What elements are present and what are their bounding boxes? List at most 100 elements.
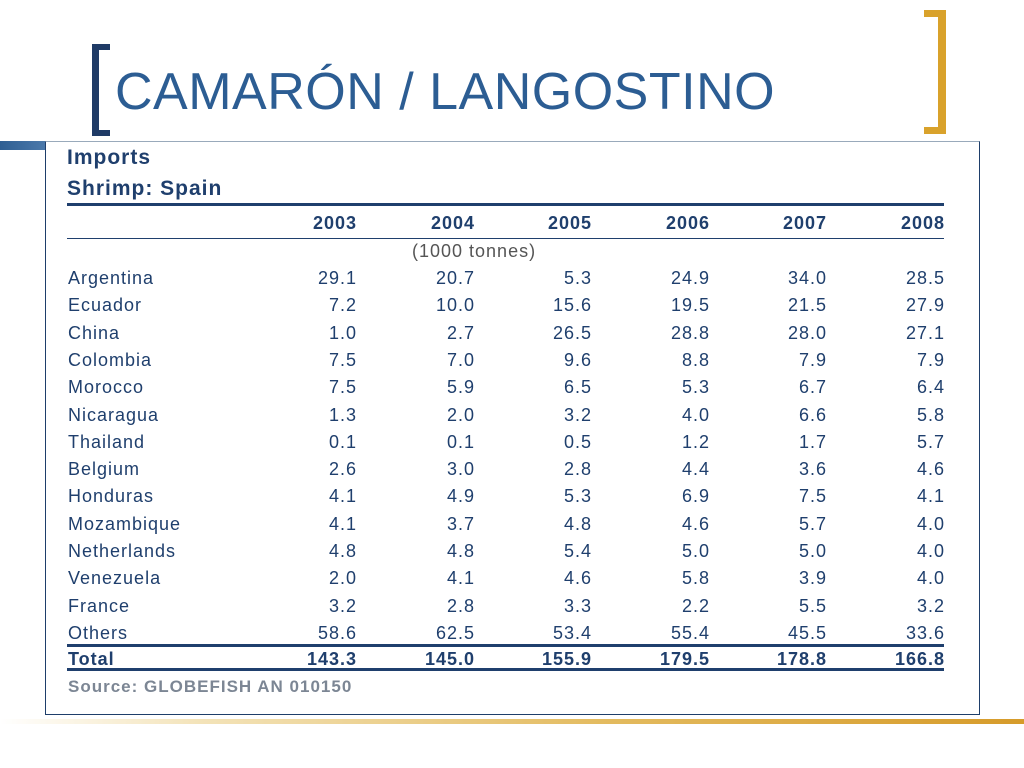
table-cell: 34.0: [787, 268, 827, 288]
table-cell: 55.4: [670, 623, 710, 643]
table-cell: 1.3: [328, 405, 357, 425]
table-cell: 5.0: [798, 541, 827, 561]
table-cell: 0.1: [328, 432, 357, 452]
table-cell: 3.7: [446, 514, 475, 534]
table-cell: 10.0: [435, 295, 475, 315]
table-cell: 15.6: [552, 295, 592, 315]
table-cell: 5.5: [798, 596, 827, 616]
table-cell: 5.3: [681, 377, 710, 397]
table-cell: 5.3: [563, 268, 592, 288]
table-cell: 1.2: [681, 432, 710, 452]
country-label: Mozambique: [68, 514, 182, 534]
country-label: Colombia: [68, 350, 153, 370]
table-panel: [45, 141, 980, 715]
table-cell: 1.7: [798, 432, 827, 452]
country-label: France: [68, 596, 131, 616]
total-cell: 179.5: [659, 649, 710, 669]
country-label: Belgium: [68, 459, 141, 479]
table-cell: 4.1: [446, 568, 475, 588]
total-label: Total: [68, 649, 115, 669]
header-rule-top: [67, 203, 944, 206]
table-cell: 6.9: [681, 486, 710, 506]
table-cell: 4.8: [446, 541, 475, 561]
country-label: Argentina: [68, 268, 155, 288]
table-cell: 7.5: [328, 350, 357, 370]
table-cell: 0.5: [563, 432, 592, 452]
table-cell: 20.7: [435, 268, 475, 288]
table-cell: 4.8: [563, 514, 592, 534]
table-cell: 3.2: [563, 405, 592, 425]
total-cell: 155.9: [541, 649, 592, 669]
table-cell: 28.0: [787, 323, 827, 343]
total-cell: 166.8: [894, 649, 945, 669]
table-cell: 4.6: [563, 568, 592, 588]
table-cell: 5.0: [681, 541, 710, 561]
country-label: Ecuador: [68, 295, 143, 315]
total-cell: 178.8: [776, 649, 827, 669]
table-cell: 4.4: [681, 459, 710, 479]
country-label: Nicaragua: [68, 405, 160, 425]
table-cell: 6.6: [798, 405, 827, 425]
table-cell: 19.5: [670, 295, 710, 315]
table-cell: 27.9: [905, 295, 945, 315]
table-cell: 5.7: [798, 514, 827, 534]
table-cell: 28.5: [905, 268, 945, 288]
table-cell: 7.9: [798, 350, 827, 370]
table-cell: 4.0: [916, 514, 945, 534]
table-cell: 4.6: [681, 514, 710, 534]
table-cell: 4.0: [916, 541, 945, 561]
country-label: China: [68, 323, 121, 343]
table-cell: 26.5: [552, 323, 592, 343]
table-cell: 7.0: [446, 350, 475, 370]
right-bracket-decoration: [924, 10, 946, 134]
table-cell: 5.9: [446, 377, 475, 397]
table-cell: 5.3: [563, 486, 592, 506]
table-cell: 2.0: [328, 568, 357, 588]
table-cell: 3.2: [328, 596, 357, 616]
table-cell: 6.4: [916, 377, 945, 397]
table-cell: 0.1: [446, 432, 475, 452]
table-cell: 7.2: [328, 295, 357, 315]
table-heading: Imports: [67, 146, 152, 169]
table-cell: 29.1: [317, 268, 357, 288]
table-cell: 2.8: [563, 459, 592, 479]
table-cell: 4.0: [681, 405, 710, 425]
year-header: 2006: [665, 213, 710, 233]
table-cell: 28.8: [670, 323, 710, 343]
table-cell: 3.9: [798, 568, 827, 588]
table-cell: 3.0: [446, 459, 475, 479]
footer-rule: [0, 719, 1024, 724]
table-cell: 2.2: [681, 596, 710, 616]
table-cell: 6.7: [798, 377, 827, 397]
table-cell: 5.7: [916, 432, 945, 452]
total-cell: 145.0: [424, 649, 475, 669]
year-header: 2004: [430, 213, 475, 233]
table-cell: 9.6: [563, 350, 592, 370]
total-rule-bottom: [67, 668, 944, 671]
country-label: Venezuela: [68, 568, 162, 588]
table-cell: 4.8: [328, 541, 357, 561]
table-cell: 6.5: [563, 377, 592, 397]
table-cell: 5.8: [681, 568, 710, 588]
country-label: Netherlands: [68, 541, 177, 561]
table-cell: 4.1: [328, 514, 357, 534]
year-header: 2007: [782, 213, 827, 233]
slide-title: CAMARÓN / LANGOSTINO: [115, 63, 776, 121]
country-label: Others: [68, 623, 129, 643]
total-cell: 143.3: [306, 649, 357, 669]
total-rule-top: [67, 644, 944, 647]
table-cell: 7.9: [916, 350, 945, 370]
country-label: Honduras: [68, 486, 155, 506]
table-cell: 4.1: [328, 486, 357, 506]
unit-label: (1000 tonnes): [412, 241, 537, 261]
source-note: Source: GLOBEFISH AN 010150: [68, 677, 353, 696]
table-cell: 33.6: [905, 623, 945, 643]
table-cell: 2.0: [446, 405, 475, 425]
table-cell: 5.4: [563, 541, 592, 561]
table-cell: 7.5: [328, 377, 357, 397]
table-cell: 3.2: [916, 596, 945, 616]
table-cell: 62.5: [435, 623, 475, 643]
table-cell: 7.5: [798, 486, 827, 506]
table-cell: 27.1: [905, 323, 945, 343]
country-label: Morocco: [68, 377, 145, 397]
